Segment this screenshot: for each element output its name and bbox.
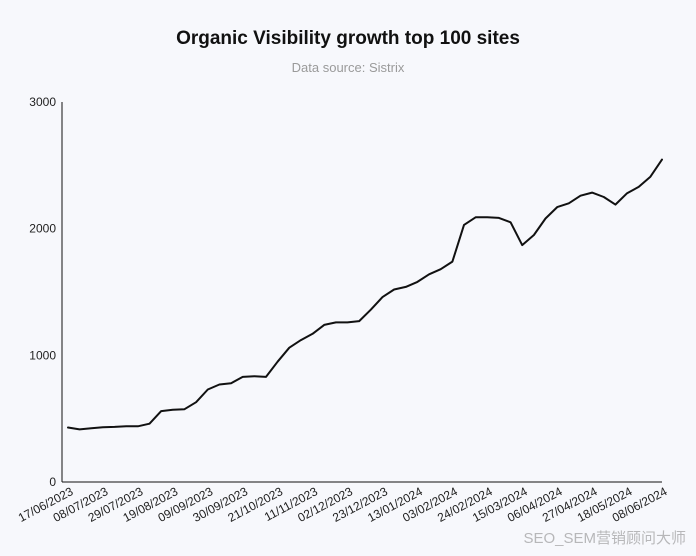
series-line: [67, 158, 663, 431]
y-tick-label: 3000: [29, 95, 56, 109]
chart-title: Organic Visibility growth top 100 sites: [176, 28, 520, 49]
y-tick-label: 1000: [29, 348, 56, 362]
y-tick-label: 0: [49, 475, 56, 489]
y-tick-label: 2000: [29, 222, 56, 236]
watermark: SEO_SEM营销顾问大师: [523, 530, 686, 547]
chart-subtitle: Data source: Sistrix: [291, 60, 405, 75]
